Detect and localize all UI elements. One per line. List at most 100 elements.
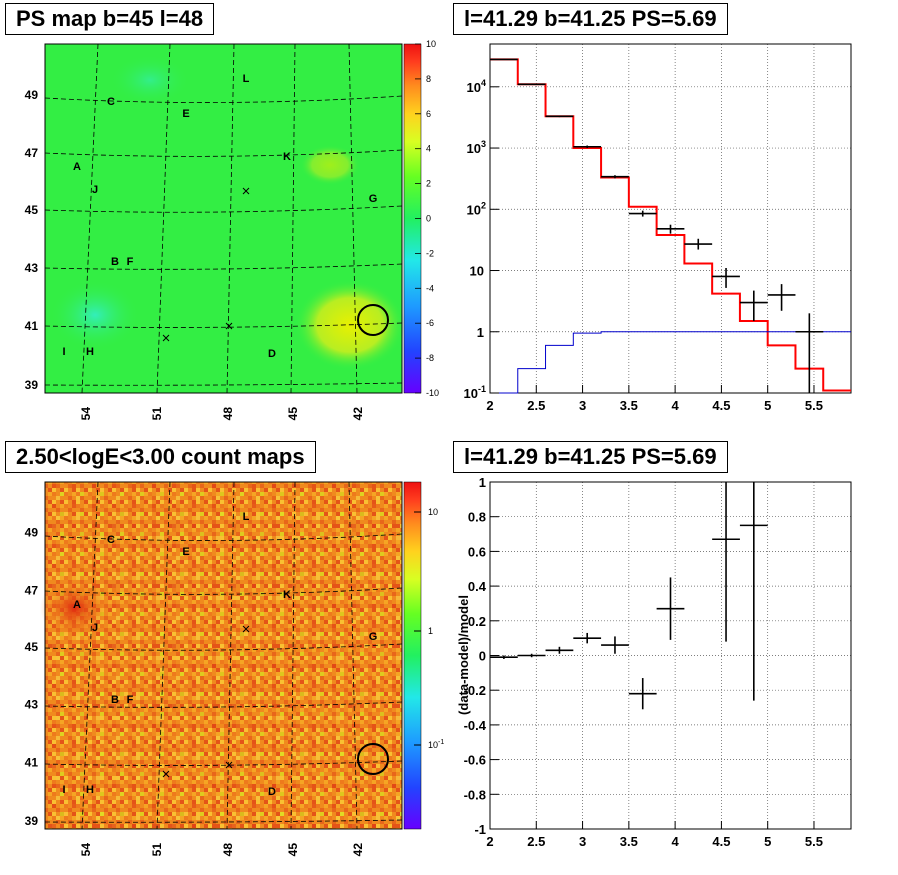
ps-map-label-b: B — [111, 256, 119, 268]
count-map-xtick: 48 — [221, 843, 235, 857]
ps-colorbar-tick: -8 — [426, 353, 434, 363]
cb-tick-0.1: 10-1 — [428, 739, 444, 750]
ps-map-markers — [162, 187, 250, 342]
residual-ytick: -1 — [474, 822, 486, 837]
spectrum-xtick: 3.5 — [620, 398, 638, 413]
cb-tick-0.1-exp: -1 — [438, 739, 444, 746]
residual-ylabel: (data-model)/model — [456, 595, 471, 715]
cb-tick-0.1-base: 10 — [428, 740, 438, 750]
residual-data-point — [656, 577, 685, 640]
residual-data-point — [628, 678, 657, 710]
cross-marker — [162, 770, 170, 778]
count-map-ytick: 47 — [25, 583, 39, 597]
spectrum-ytick: 104 — [467, 78, 486, 95]
spectrum-ytick: 1 — [477, 325, 484, 340]
residual-data-point — [490, 655, 518, 659]
residual-ytick: -0.2 — [464, 683, 486, 698]
ps-map-ytick: 45 — [25, 203, 39, 217]
spectrum-xtick: 4.5 — [712, 398, 730, 413]
residual-title: l=41.29 b=41.25 PS=5.69 — [453, 441, 728, 473]
ps-map-label-i: I — [62, 346, 65, 358]
count-map-label-a: A — [73, 599, 81, 611]
spectrum-ytick-base: 10 — [467, 141, 481, 156]
ps-map-hotspot-2 — [300, 145, 360, 185]
ps-map-label-h: H — [86, 346, 94, 358]
residual-xtick: 5 — [764, 834, 771, 849]
residual-panel: 2 2.5 3 3.5 4 4.5 5 5.5 -1 -0.8 -0.6 -0.4 -0.2 0 0.2 0… — [456, 475, 852, 849]
count-map-xtick: 42 — [351, 843, 365, 857]
ps-map-xtick: 54 — [79, 407, 93, 421]
residual-ytick: -0.4 — [464, 718, 487, 733]
count-map-markers — [162, 625, 250, 778]
ps-map-ytick: 41 — [25, 319, 39, 333]
ps-colorbar-tick: -10 — [426, 388, 439, 398]
cross-marker — [225, 761, 233, 769]
spectrum-ytick-exp: 2 — [481, 200, 486, 210]
count-map-coordinate-grid — [44, 481, 403, 830]
cb-tick-1: 1 — [428, 626, 433, 636]
ps-map-label-f: F — [127, 256, 134, 268]
spectrum-xtick: 5 — [764, 398, 771, 413]
spectrum-data-point — [628, 210, 657, 217]
ps-map-title: PS map b=45 l=48 — [5, 3, 215, 35]
spectrum-source-series — [490, 331, 851, 394]
residual-data-point — [601, 636, 629, 654]
spectrum-data-point — [767, 284, 796, 311]
ps-map-coolspot-2 — [110, 55, 190, 105]
count-map-ytick: 49 — [25, 526, 39, 540]
residual-xtick: 5.5 — [805, 834, 823, 849]
spectrum-xtick: 4 — [672, 398, 680, 413]
ps-map-ytick: 43 — [25, 261, 39, 275]
count-map-xtick: 51 — [150, 843, 164, 857]
residual-xtick: 2 — [486, 834, 493, 849]
spectrum-ytick: 10 — [470, 264, 484, 279]
residual-xtick: 3.5 — [620, 834, 638, 849]
count-map-label-h: H — [86, 784, 94, 796]
residual-ytick: -0.8 — [464, 787, 486, 802]
cross-marker — [242, 625, 250, 633]
spectrum-ytick: 10-1 — [464, 384, 486, 401]
count-map-colorbar-ticks: 10 1 10-1 — [414, 507, 444, 750]
count-map-label-j: J — [92, 622, 98, 634]
spectrum-xtick: 5.5 — [805, 398, 823, 413]
count-map-ytick: 43 — [25, 698, 39, 712]
residual-ytick: 0 — [479, 649, 486, 664]
count-map-label-l: L — [243, 511, 250, 523]
spectrum-xtick: 3 — [579, 398, 586, 413]
count-map-ytick: 45 — [25, 640, 39, 654]
ps-map-label-e: E — [182, 108, 189, 120]
spectrum-data-point — [545, 115, 574, 118]
ps-map-label-d: D — [268, 348, 276, 360]
spectrum-data-point — [795, 313, 824, 393]
spectrum-data-point — [712, 267, 740, 288]
ps-map-label-c: C — [107, 96, 115, 108]
spectrum-data-point — [517, 83, 546, 86]
residual-ytick: -0.6 — [464, 753, 486, 768]
spectrum-ytick: 102 — [467, 200, 486, 217]
spectrum-ytick-base: 10 — [467, 202, 481, 217]
residual-data-point — [573, 632, 602, 644]
ps-map-label-l: L — [243, 73, 250, 85]
spectrum-xtick: 2 — [486, 398, 493, 413]
residual-xtick: 4 — [672, 834, 680, 849]
ps-colorbar-tick: 10 — [426, 39, 436, 49]
ps-map-label-k: K — [283, 151, 291, 163]
spectrum-ytick: 103 — [467, 139, 486, 156]
count-map-label-b: B — [111, 694, 119, 706]
count-map-label-c: C — [107, 534, 115, 546]
ps-map-ytick: 47 — [25, 146, 39, 160]
residual-xtick: 4.5 — [712, 834, 730, 849]
residual-xtick: 2.5 — [527, 834, 545, 849]
ps-colorbar-tick: 8 — [426, 74, 431, 84]
count-map-label-i: I — [62, 784, 65, 796]
spectrum-data-point — [656, 224, 685, 234]
count-map-xtick: 54 — [79, 843, 93, 857]
spectrum-data-point — [490, 58, 518, 61]
residual-ytick: 1 — [479, 475, 486, 490]
ps-colorbar-tick: 4 — [426, 144, 431, 154]
spectrum-frame — [489, 43, 852, 394]
ps-map-xtick: 51 — [150, 407, 164, 421]
count-map-label-e: E — [182, 546, 189, 558]
